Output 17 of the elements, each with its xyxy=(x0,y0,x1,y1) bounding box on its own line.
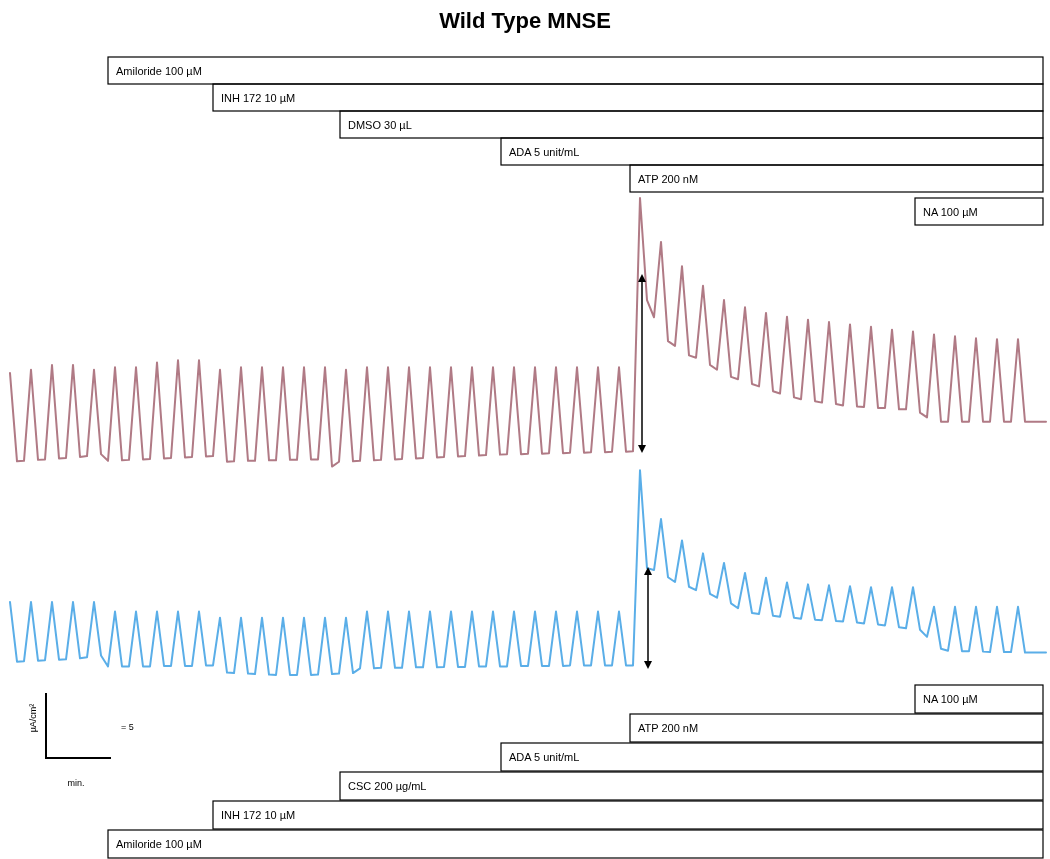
labelled-box: INH 172 10 µM xyxy=(212,800,1044,830)
labelled-box: ATP 200 nM xyxy=(629,164,1044,193)
labelled-box: DMSO 30 µL xyxy=(339,110,1044,139)
labelled-box: NA 100 µM xyxy=(914,684,1044,714)
labelled-box: Amiloride 100 µM xyxy=(107,56,1044,85)
annotation: NA 100 µM xyxy=(923,205,978,218)
text: µA/cm² xyxy=(28,703,38,733)
labelled-box: ADA 5 unit/mL xyxy=(500,137,1044,166)
labelled-box: Amiloride 100 µM xyxy=(107,829,1044,859)
text: min. xyxy=(67,778,85,788)
labelled-box: ADA 5 unit/mL xyxy=(500,742,1044,772)
labelled-box: INH 172 10 µM xyxy=(212,83,1044,112)
text: = 5 xyxy=(121,722,134,732)
labelled-box: CSC 200 µg/mL xyxy=(339,771,1044,801)
labelled-box: NA 100 µM xyxy=(914,197,1044,226)
labelled-box: ATP 200 nM xyxy=(629,713,1044,743)
chart-title: Wild Type MNSE xyxy=(439,8,611,33)
